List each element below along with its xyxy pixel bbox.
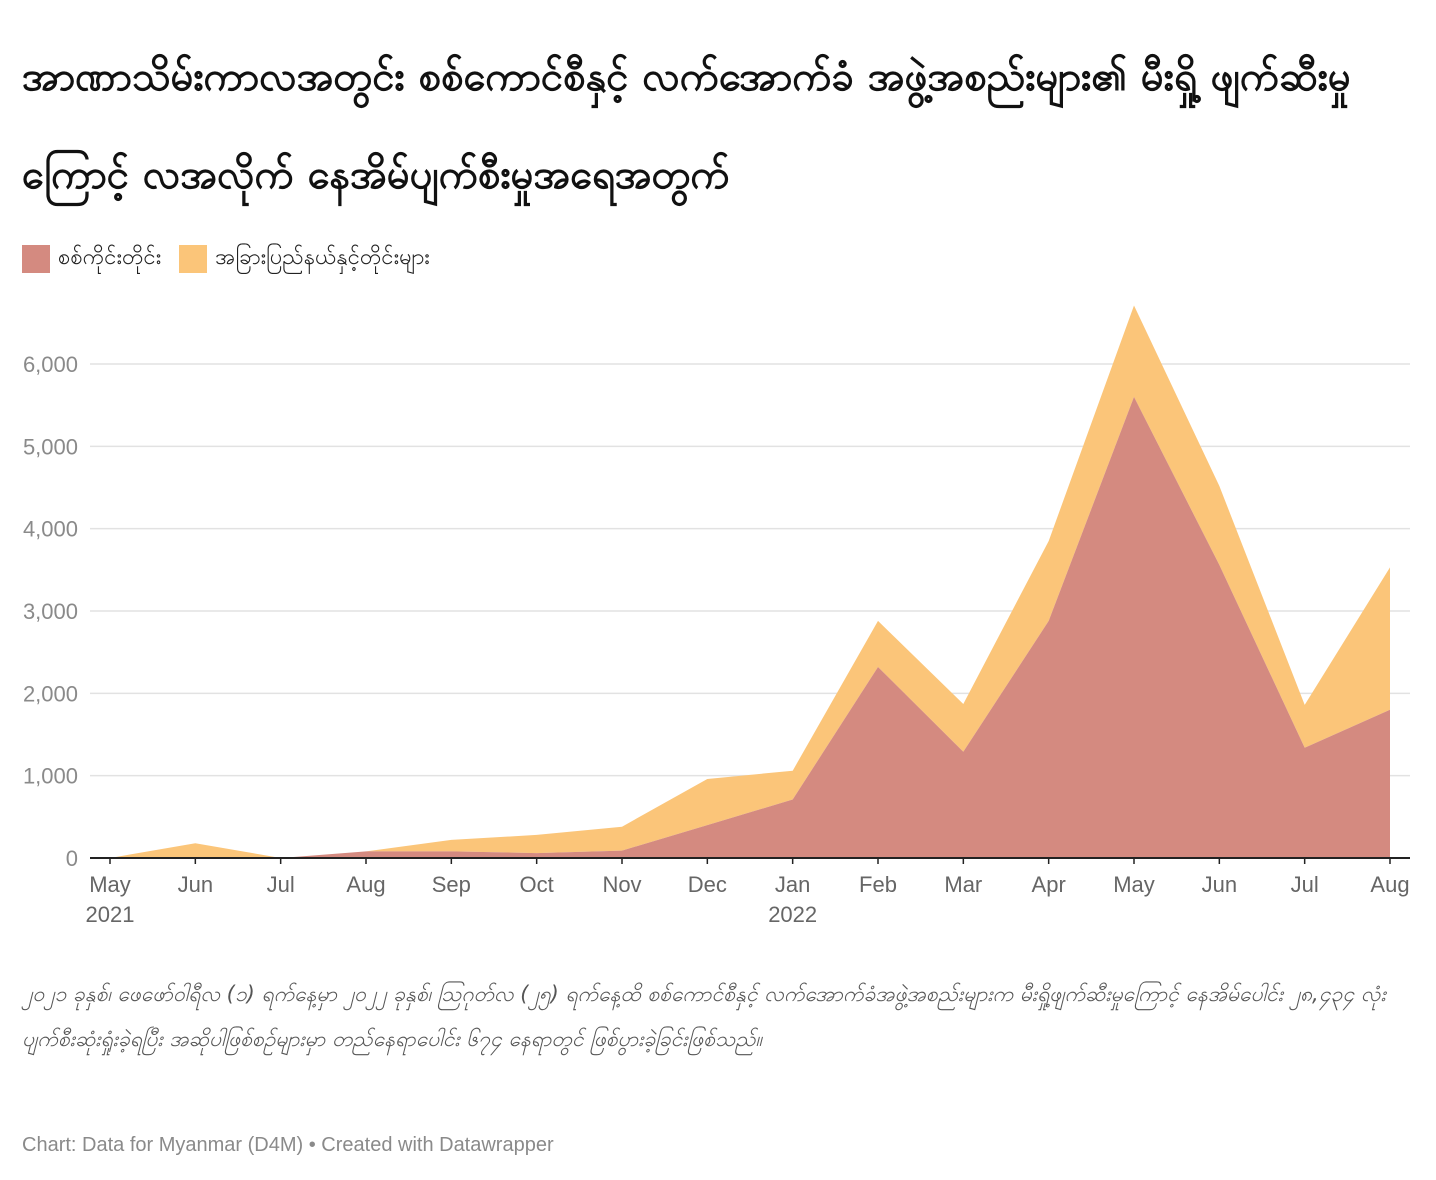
y-tick-label: 6,000	[23, 352, 78, 377]
x-tick-label: Nov	[602, 872, 641, 897]
area-chart: 0 1,000 2,000 3,000 4,000 5,000 6,000 May 2021 Ju…	[23, 305, 1410, 927]
y-tick-label: 4,000	[23, 517, 78, 542]
x-tick-label: Oct	[520, 872, 554, 897]
x-tick-label: Jun	[1202, 872, 1237, 897]
x-tick-label: Dec	[688, 872, 727, 897]
y-tick-label: 0	[66, 846, 78, 871]
x-tick-label: May	[1113, 872, 1155, 897]
y-tick-label: 1,000	[23, 764, 78, 789]
area-series-sagaing	[110, 396, 1390, 858]
legend-item-series-1: စစ်ကိုင်းတိုင်း	[22, 242, 161, 275]
y-tick-label: 3,000	[23, 599, 78, 624]
legend: စစ်ကိုင်းတိုင်း အခြားပြည်နယ်နှင့်တိုင်းမ…	[22, 242, 448, 275]
x-year-label: 2022	[768, 902, 817, 927]
legend-label-series-1: စစ်ကိုင်းတိုင်း	[58, 245, 162, 270]
x-tick-label: Apr	[1032, 872, 1066, 897]
x-tick-label: Jan	[775, 872, 810, 897]
y-tick-label: 2,000	[23, 681, 78, 706]
x-tick-label: Jul	[267, 872, 295, 897]
legend-swatch-series-1	[22, 244, 50, 273]
axes: 0 1,000 2,000 3,000 4,000 5,000 6,000 May 2021 Ju…	[23, 352, 1410, 927]
x-tick-label: May	[89, 872, 131, 897]
x-tick-label: Feb	[859, 872, 897, 897]
legend-item-series-2: အခြားပြည်နယ်နှင့်တိုင်းများ	[179, 242, 430, 275]
y-tick-label: 5,000	[23, 434, 78, 459]
chart-footer: Chart: Data for Myanmar (D4M) • Created …	[22, 1134, 554, 1156]
x-tick-label: Jun	[178, 872, 213, 897]
x-tick-label: Mar	[944, 872, 982, 897]
x-year-label: 2021	[86, 902, 135, 927]
x-tick-label: Aug	[1370, 872, 1409, 897]
chart-note: ၂၀၂၁ ခုနှစ်၊ ဖေဖော်ဝါရီလ (၁) ရက်နေ့မှာ ၂…	[22, 982, 1386, 1051]
plot-areas	[110, 305, 1390, 858]
legend-swatch-series-2	[179, 244, 208, 273]
x-tick-label: Sep	[432, 872, 471, 897]
x-tick-label: Jul	[1291, 872, 1319, 897]
legend-label-series-2: အခြားပြည်နယ်နှင့်တိုင်းများ	[215, 245, 430, 270]
chart-title: အာဏာသိမ်းကာလအတွင်း စစ်ကောင်စီနှင့် လက်အေ…	[22, 54, 1351, 198]
x-tick-label: Aug	[346, 872, 385, 897]
